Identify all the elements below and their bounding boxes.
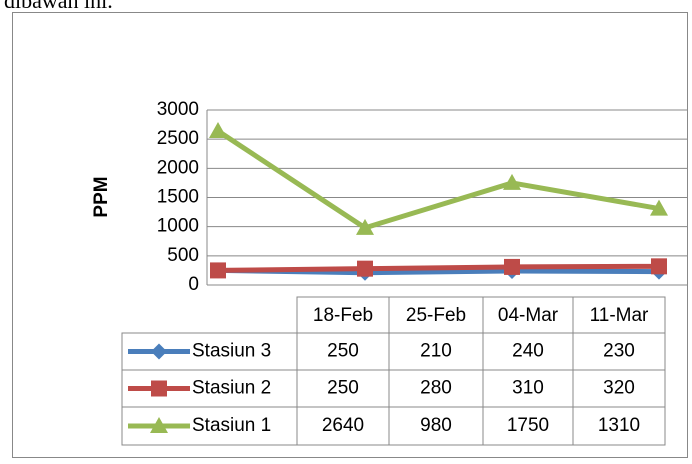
table-value: 980	[420, 415, 452, 436]
legend-label: Stasiun 1	[192, 415, 271, 436]
y-tick-label: 2500	[157, 128, 199, 149]
x-tick-label: 04-Mar	[498, 305, 559, 326]
table-value: 280	[420, 378, 452, 399]
table-value: 250	[327, 341, 359, 362]
marker	[357, 260, 373, 277]
table-value: 320	[603, 378, 635, 399]
table-value: 210	[420, 341, 452, 362]
table-value: 1310	[598, 415, 640, 436]
table-value: 310	[512, 378, 544, 399]
marker	[651, 258, 667, 275]
y-tick-label: 1500	[157, 187, 199, 208]
y-tick-label: 0	[188, 274, 199, 295]
series-line	[217, 263, 660, 273]
table-border	[121, 332, 666, 446]
y-tick-label: 3000	[157, 99, 199, 120]
marker	[650, 199, 668, 216]
legend-label: Stasiun 3	[192, 341, 271, 362]
x-tick-label: 11-Mar	[590, 305, 649, 326]
legend-label: Stasiun 2	[192, 378, 271, 399]
x-tick-label: 25-Feb	[406, 305, 466, 326]
y-axis-label: PPM	[91, 176, 112, 217]
y-tick-label: 2000	[157, 157, 199, 178]
caption: dibawah ini.	[4, 0, 113, 13]
y-tick-label: 500	[167, 245, 199, 266]
y-tick-label: 1000	[157, 216, 199, 237]
marker	[209, 122, 227, 138]
marker	[503, 173, 521, 190]
marker	[150, 417, 168, 433]
x-tick-label: 18-Feb	[313, 305, 373, 326]
table-value: 2640	[322, 415, 364, 436]
marker	[210, 262, 226, 279]
series-line	[216, 128, 660, 231]
table-value: 230	[603, 341, 635, 362]
chart-border	[12, 12, 688, 458]
marker	[356, 218, 374, 235]
marker	[151, 343, 167, 360]
marker	[504, 258, 520, 275]
table-value: 250	[327, 378, 359, 399]
table-value: 240	[512, 341, 544, 362]
table-value: 1750	[507, 415, 549, 436]
marker	[151, 380, 167, 397]
